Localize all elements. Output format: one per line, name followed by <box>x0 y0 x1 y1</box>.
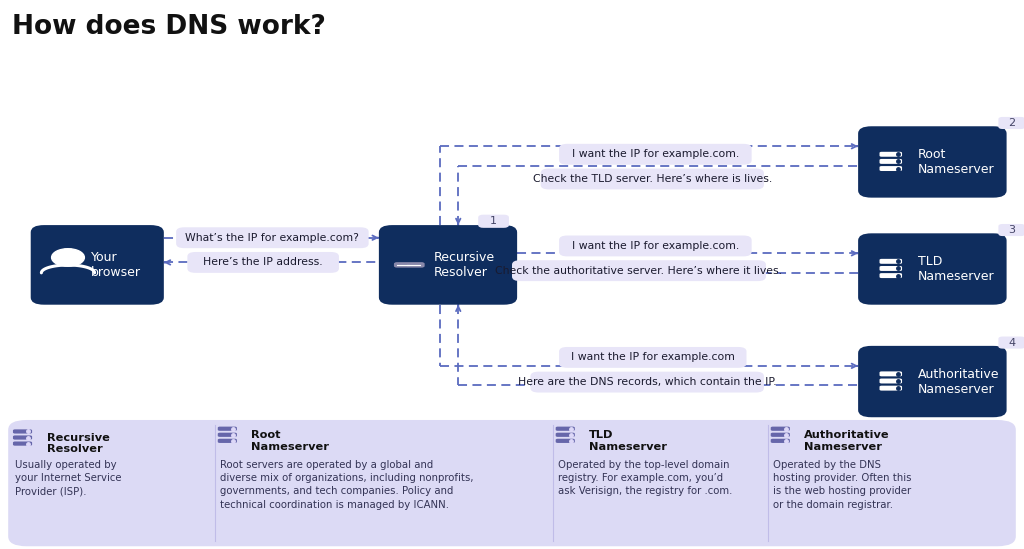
FancyBboxPatch shape <box>394 262 425 268</box>
Text: Here’s the IP address.: Here’s the IP address. <box>204 257 323 267</box>
FancyBboxPatch shape <box>13 429 32 434</box>
Text: Recursive
Resolver: Recursive Resolver <box>47 433 110 455</box>
FancyBboxPatch shape <box>556 433 574 437</box>
Text: Authoritative
Nameserver: Authoritative Nameserver <box>918 367 999 396</box>
FancyBboxPatch shape <box>880 266 902 271</box>
Text: 4: 4 <box>1009 338 1015 348</box>
FancyBboxPatch shape <box>771 427 790 431</box>
FancyBboxPatch shape <box>771 439 790 443</box>
FancyBboxPatch shape <box>8 420 1016 546</box>
Text: Root
Nameserver: Root Nameserver <box>918 148 994 176</box>
Text: Authoritative
Nameserver: Authoritative Nameserver <box>804 430 890 452</box>
Text: Recursive
Resolver: Recursive Resolver <box>434 251 496 279</box>
FancyBboxPatch shape <box>218 427 237 431</box>
Text: How does DNS work?: How does DNS work? <box>12 14 327 40</box>
FancyBboxPatch shape <box>880 152 902 156</box>
Text: 3: 3 <box>1009 225 1015 235</box>
FancyBboxPatch shape <box>880 385 902 391</box>
FancyBboxPatch shape <box>541 169 764 189</box>
FancyBboxPatch shape <box>31 225 164 305</box>
FancyBboxPatch shape <box>379 225 517 305</box>
Text: 2: 2 <box>1009 118 1015 128</box>
FancyBboxPatch shape <box>880 273 902 278</box>
Text: I want the IP for example.com.: I want the IP for example.com. <box>571 149 739 159</box>
FancyBboxPatch shape <box>998 224 1024 236</box>
FancyBboxPatch shape <box>187 252 339 273</box>
FancyBboxPatch shape <box>512 260 766 281</box>
FancyBboxPatch shape <box>858 126 1007 198</box>
Text: What’s the IP for example.com?: What’s the IP for example.com? <box>185 233 359 243</box>
FancyBboxPatch shape <box>176 227 369 248</box>
FancyBboxPatch shape <box>556 439 574 443</box>
FancyBboxPatch shape <box>218 433 237 437</box>
Text: I want the IP for example.com.: I want the IP for example.com. <box>571 241 739 251</box>
FancyBboxPatch shape <box>771 433 790 437</box>
FancyBboxPatch shape <box>858 346 1007 417</box>
FancyBboxPatch shape <box>880 371 902 377</box>
FancyBboxPatch shape <box>880 166 902 171</box>
FancyBboxPatch shape <box>998 337 1024 349</box>
Text: I want the IP for example.com: I want the IP for example.com <box>570 352 735 362</box>
FancyBboxPatch shape <box>880 159 902 164</box>
Text: Check the TLD server. Here’s where is lives.: Check the TLD server. Here’s where is li… <box>532 174 772 184</box>
Text: Here are the DNS records, which contain the IP.: Here are the DNS records, which contain … <box>518 377 776 387</box>
Text: 1: 1 <box>490 216 497 226</box>
Text: Operated by the DNS
hosting provider. Often this
is the web hosting provider
or : Operated by the DNS hosting provider. Of… <box>773 460 911 509</box>
Text: Check the authoritative server. Here’s where it lives.: Check the authoritative server. Here’s w… <box>496 266 782 276</box>
FancyBboxPatch shape <box>559 144 752 165</box>
FancyBboxPatch shape <box>559 347 746 368</box>
FancyBboxPatch shape <box>478 215 509 228</box>
FancyBboxPatch shape <box>880 379 902 383</box>
FancyBboxPatch shape <box>556 427 574 431</box>
Text: TLD
Nameserver: TLD Nameserver <box>589 430 667 452</box>
Text: Usually operated by
your Internet Service
Provider (ISP).: Usually operated by your Internet Servic… <box>15 460 122 496</box>
Circle shape <box>51 249 84 266</box>
FancyBboxPatch shape <box>13 435 32 440</box>
FancyBboxPatch shape <box>13 441 32 446</box>
FancyBboxPatch shape <box>559 236 752 256</box>
Text: TLD
Nameserver: TLD Nameserver <box>918 255 994 283</box>
FancyBboxPatch shape <box>858 233 1007 305</box>
FancyBboxPatch shape <box>218 439 237 443</box>
Text: Operated by the top-level domain
registry. For example.com, you’d
ask Verisign, : Operated by the top-level domain registr… <box>558 460 732 496</box>
Text: Root servers are operated by a global and
diverse mix of organizations, includin: Root servers are operated by a global an… <box>220 460 474 509</box>
Text: Your
browser: Your browser <box>90 251 140 279</box>
FancyBboxPatch shape <box>998 117 1024 129</box>
Text: Root
Nameserver: Root Nameserver <box>251 430 329 452</box>
FancyBboxPatch shape <box>880 259 902 264</box>
FancyBboxPatch shape <box>530 372 764 393</box>
